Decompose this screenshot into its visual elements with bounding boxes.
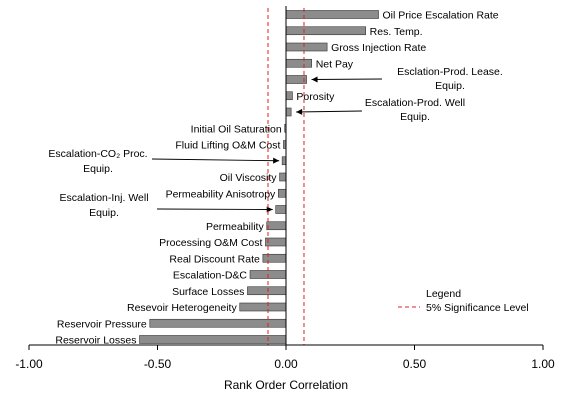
x-axis: -1.00 -0.50 0.00 0.50 1.00: [15, 6, 555, 371]
bar-label-6-line2: Equip.: [400, 111, 430, 123]
bar-label-1: Res. Temp.: [370, 26, 423, 38]
bar-6: [285, 107, 292, 117]
bar-4: [285, 75, 307, 84]
bar-label-2: Gross Injection Rate: [331, 42, 426, 54]
legend-entry: 5% Significance Level: [426, 302, 529, 314]
x-tick-label-4: 1.00: [531, 357, 555, 371]
significance-lines: [267, 8, 305, 345]
bar-label-9: Escalation-CO₂ Proc.: [48, 148, 147, 160]
bar-label-5: Porosity: [296, 91, 335, 103]
bar-15: [262, 253, 287, 263]
bar-label-9-line2: Equip.: [83, 163, 113, 175]
bar-label-7: Initial Oil Saturation: [191, 123, 282, 135]
x-tick-label-1: -0.50: [144, 357, 172, 371]
arrow-line-12: [156, 208, 273, 210]
x-tick-label-3: 0.50: [403, 357, 427, 371]
arrow-line-4: [311, 78, 383, 80]
bar-3: [285, 58, 313, 68]
bar-1: [285, 26, 366, 36]
bar-label-19: Reservoir Pressure: [57, 318, 147, 330]
legend-title: Legend: [426, 288, 461, 300]
bar-label-6: Escalation-Prod. Well: [365, 97, 465, 109]
bar-9: [281, 156, 287, 166]
bar-11: [277, 188, 287, 198]
bar-18: [239, 302, 287, 312]
x-tick-label-2: 0.00: [274, 357, 298, 371]
arrow-head-9: [273, 157, 280, 164]
bar-label-18: Resevoir Heterogeneity: [127, 302, 237, 314]
bar-2: [285, 42, 328, 52]
bar-label-16: Escalation-D&C: [173, 270, 248, 282]
bar-label-4: Esclation-Prod. Lease.: [397, 66, 503, 78]
bar-label-12-line2: Equip.: [89, 207, 119, 219]
bar-label-3: Net Pay: [316, 58, 354, 70]
arrow-line-6: [296, 110, 363, 113]
x-tick-label-0: -1.00: [15, 357, 43, 371]
bar-label-17: Surface Losses: [172, 286, 244, 298]
bar-label-14: Processing O&M Cost: [159, 237, 262, 249]
bar-label-20: Reservoir Losses: [55, 335, 136, 347]
arrow-head-4: [311, 76, 318, 83]
bar-label-12: Escalation-Inj. Well: [59, 192, 148, 204]
bar-label-11: Permeability Anisotropy: [166, 188, 276, 200]
bar-13: [266, 221, 287, 231]
bar-12: [275, 205, 287, 214]
arrow-head-6: [296, 108, 303, 115]
bar-19: [149, 318, 287, 328]
legend: Legend 5% Significance Level: [398, 288, 529, 314]
bar-label-4-line2: Equip.: [435, 80, 465, 92]
bar-5: [285, 91, 293, 101]
x-axis-label: Rank Order Correlation: [224, 378, 348, 392]
arrow-line-9: [151, 158, 280, 162]
bar-label-10: Oil Viscosity: [220, 172, 278, 184]
bar-14: [265, 237, 287, 247]
bar-20: [139, 335, 287, 344]
bar-10: [279, 172, 287, 182]
bar-label-13: Permeability: [206, 221, 265, 233]
bar-17: [247, 286, 287, 296]
bar-label-15: Real Discount Rate: [169, 253, 260, 265]
labels-layer: Oil Price Escalation Rate Res. Temp. Gross…: [48, 10, 502, 347]
bar-label-0: Oil Price Escalation Rate: [383, 10, 499, 22]
bar-label-8: Fluid Lifting O&M Cost: [175, 140, 280, 152]
bar-0: [285, 10, 379, 19]
